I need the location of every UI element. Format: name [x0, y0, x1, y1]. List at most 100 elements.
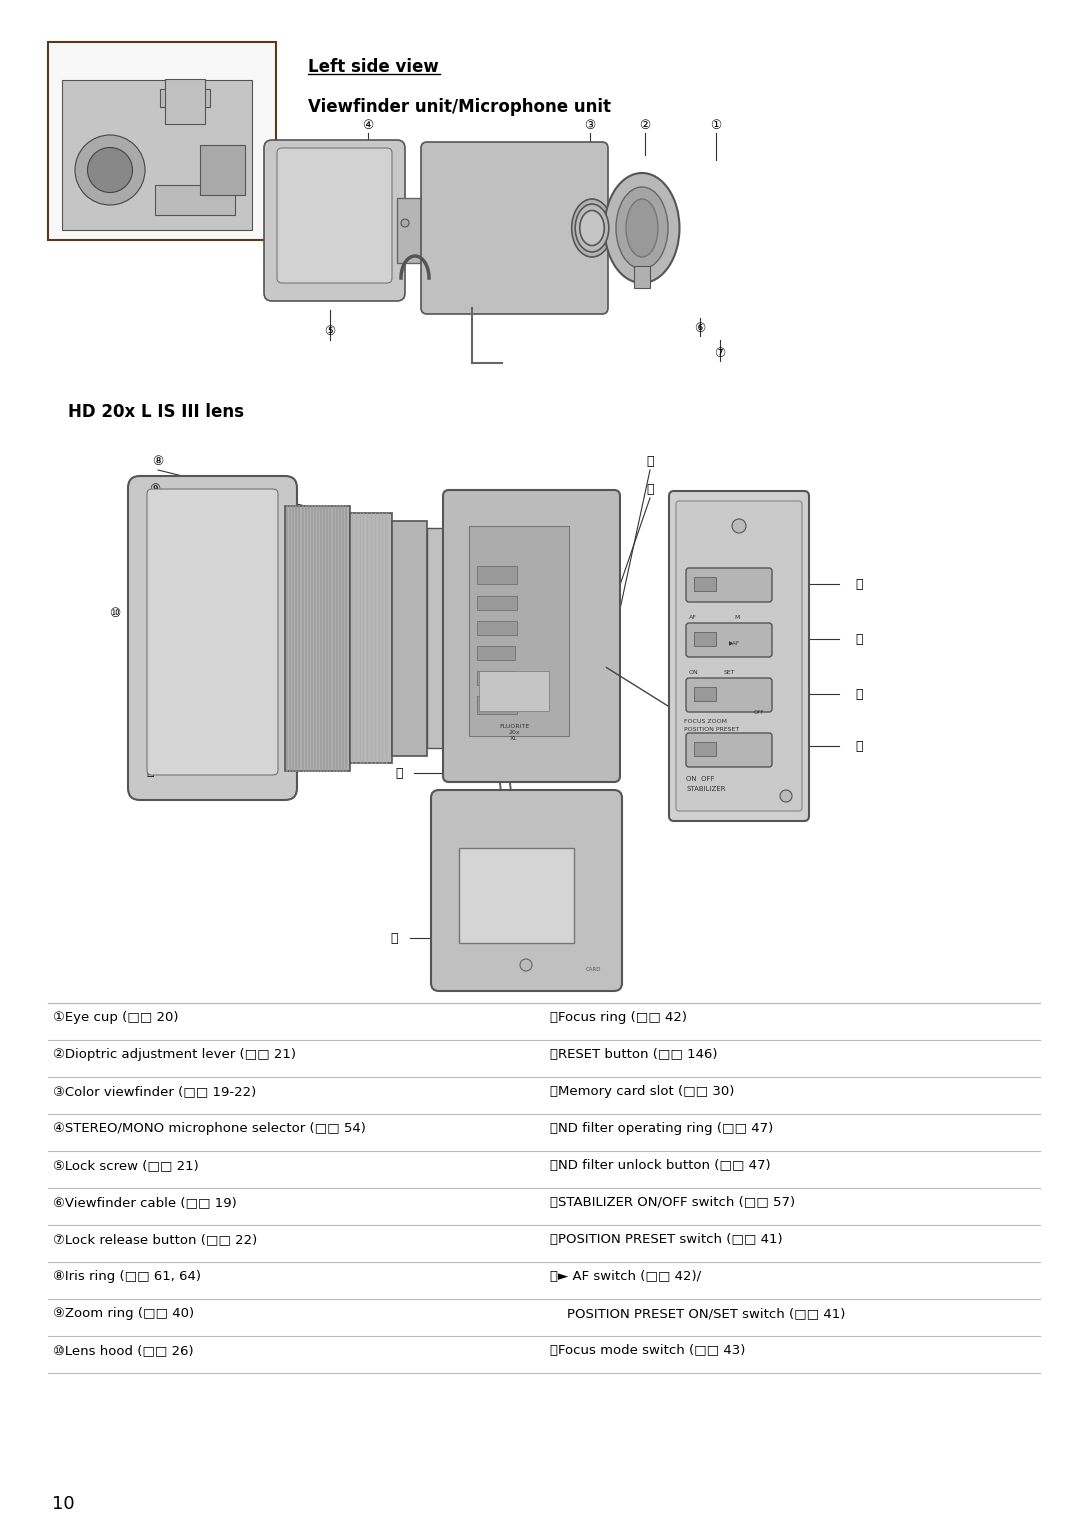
Text: ⑲: ⑲: [855, 577, 863, 591]
Bar: [156, 185, 235, 215]
Text: ⑱► AF switch (□□ 42)/: ⑱► AF switch (□□ 42)/: [550, 1270, 701, 1283]
Text: ③Color viewfinder (□□ 19-22): ③Color viewfinder (□□ 19-22): [53, 1085, 256, 1099]
Text: ①: ①: [711, 119, 721, 133]
Ellipse shape: [576, 204, 609, 252]
Text: ④: ④: [363, 119, 374, 133]
Bar: [392, 520, 427, 755]
Text: ON: ON: [689, 670, 699, 674]
FancyBboxPatch shape: [686, 732, 772, 768]
Bar: [62, 79, 252, 230]
Text: OFF: OFF: [754, 710, 765, 716]
Text: ②: ②: [639, 119, 650, 133]
Bar: [477, 645, 515, 661]
Text: ⑤Lock screw (□□ 21): ⑤Lock screw (□□ 21): [53, 1160, 199, 1172]
Text: ⑥Viewfinder cable (□□ 19): ⑥Viewfinder cable (□□ 19): [53, 1196, 237, 1209]
Bar: [477, 621, 517, 635]
Bar: [477, 566, 517, 584]
Text: ⑮ND filter unlock button (□□ 47): ⑮ND filter unlock button (□□ 47): [550, 1160, 771, 1172]
Text: ①Eye cup (□□ 20): ①Eye cup (□□ 20): [53, 1012, 178, 1024]
Text: ⑩Lens hood (□□ 26): ⑩Lens hood (□□ 26): [53, 1344, 193, 1357]
Bar: [694, 687, 716, 700]
Text: ⑯STABILIZER ON/OFF switch (□□ 57): ⑯STABILIZER ON/OFF switch (□□ 57): [550, 1196, 795, 1209]
Text: POSITION PRESET: POSITION PRESET: [684, 726, 739, 732]
Text: ③: ③: [584, 119, 596, 133]
Text: ⑭ND filter operating ring (□□ 47): ⑭ND filter operating ring (□□ 47): [550, 1122, 773, 1135]
Bar: [694, 577, 716, 591]
Text: ⑫: ⑫: [390, 931, 397, 945]
Text: ⑮: ⑮: [646, 484, 653, 496]
Ellipse shape: [616, 188, 669, 269]
Text: ⑦Lock release button (□□ 22): ⑦Lock release button (□□ 22): [53, 1233, 257, 1247]
Text: ⑯: ⑯: [855, 740, 863, 752]
Text: ⑬Memory card slot (□□ 30): ⑬Memory card slot (□□ 30): [550, 1085, 734, 1099]
Bar: [397, 198, 427, 262]
Text: HD 20x L IS III lens: HD 20x L IS III lens: [68, 403, 244, 421]
Text: ON  OFF: ON OFF: [686, 777, 715, 781]
Text: ⑨: ⑨: [149, 484, 161, 496]
Bar: [469, 526, 569, 736]
FancyBboxPatch shape: [443, 490, 620, 781]
Ellipse shape: [75, 134, 145, 204]
Text: POSITION PRESET ON/SET switch (□□ 41): POSITION PRESET ON/SET switch (□□ 41): [550, 1306, 846, 1320]
Text: ⑱: ⑱: [855, 632, 863, 645]
Bar: [459, 848, 573, 943]
Bar: [350, 513, 392, 763]
Text: ⑧Iris ring (□□ 61, 64): ⑧Iris ring (□□ 61, 64): [53, 1270, 201, 1283]
Ellipse shape: [605, 172, 679, 282]
Text: CARD: CARD: [586, 967, 602, 972]
FancyBboxPatch shape: [147, 488, 278, 775]
Text: ⑰: ⑰: [855, 688, 863, 700]
Text: ④STEREO/MONO microphone selector (□□ 54): ④STEREO/MONO microphone selector (□□ 54): [53, 1122, 366, 1135]
Ellipse shape: [571, 198, 612, 256]
Text: ⑨Zoom ring (□□ 40): ⑨Zoom ring (□□ 40): [53, 1306, 194, 1320]
FancyBboxPatch shape: [431, 790, 622, 990]
Text: 10: 10: [52, 1495, 75, 1512]
Bar: [165, 79, 205, 124]
Bar: [694, 632, 716, 645]
Text: Left side view: Left side view: [308, 58, 438, 76]
Text: ②Dioptric adjustment lever (□□ 21): ②Dioptric adjustment lever (□□ 21): [53, 1048, 296, 1061]
Bar: [480, 671, 549, 711]
Text: ⑭: ⑭: [646, 455, 653, 468]
Text: Viewfinder unit/Microphone unit: Viewfinder unit/Microphone unit: [308, 98, 611, 116]
Ellipse shape: [580, 211, 604, 246]
Text: ▶AF: ▶AF: [729, 639, 740, 645]
Bar: [477, 671, 515, 685]
Bar: [48, 43, 276, 240]
FancyBboxPatch shape: [669, 491, 809, 821]
Text: ⑬: ⑬: [395, 766, 403, 780]
FancyBboxPatch shape: [686, 623, 772, 658]
Text: SET: SET: [724, 670, 735, 674]
Text: FLUORITE
20x
XL: FLUORITE 20x XL: [499, 723, 529, 740]
FancyBboxPatch shape: [421, 142, 608, 314]
Text: ⑤: ⑤: [324, 325, 336, 337]
Text: ⑦: ⑦: [714, 346, 726, 360]
Ellipse shape: [626, 198, 658, 256]
Text: STABILIZER: STABILIZER: [686, 786, 726, 792]
Bar: [694, 742, 716, 755]
Text: M: M: [734, 615, 740, 620]
Circle shape: [732, 519, 746, 533]
Ellipse shape: [87, 148, 133, 192]
Text: ⑩: ⑩: [109, 606, 121, 620]
Text: ⑲Focus mode switch (□□ 43): ⑲Focus mode switch (□□ 43): [550, 1344, 745, 1357]
Text: ⑪Focus ring (□□ 42): ⑪Focus ring (□□ 42): [550, 1012, 687, 1024]
Circle shape: [780, 790, 792, 803]
Ellipse shape: [401, 220, 409, 227]
Bar: [477, 597, 517, 610]
Circle shape: [519, 958, 532, 971]
Bar: [477, 696, 517, 714]
Text: ⑥: ⑥: [694, 322, 705, 336]
Bar: [634, 266, 650, 288]
FancyBboxPatch shape: [264, 140, 405, 301]
FancyBboxPatch shape: [129, 476, 297, 800]
Bar: [160, 89, 210, 107]
Text: AF: AF: [689, 615, 697, 620]
Bar: [200, 145, 245, 195]
FancyBboxPatch shape: [676, 501, 802, 810]
Text: ⑧: ⑧: [152, 455, 164, 468]
FancyBboxPatch shape: [276, 148, 392, 282]
Text: ⑪: ⑪: [146, 765, 153, 778]
Bar: [285, 507, 350, 771]
Text: ⑰POSITION PRESET switch (□□ 41): ⑰POSITION PRESET switch (□□ 41): [550, 1233, 783, 1247]
